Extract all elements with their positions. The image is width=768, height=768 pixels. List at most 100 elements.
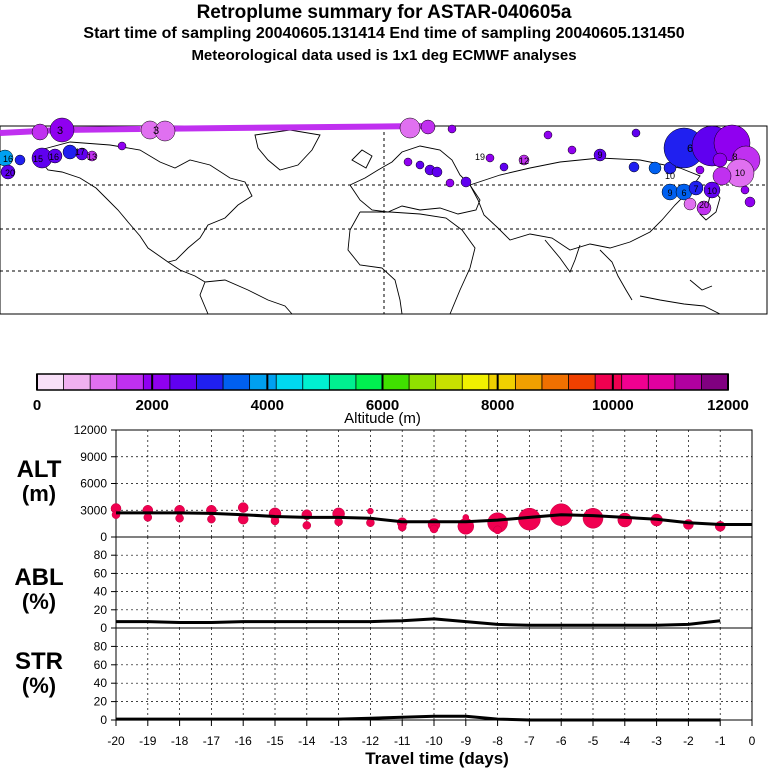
altitude-cluster-marker: [207, 514, 216, 524]
colorbar-swatch: [701, 373, 729, 391]
plume-cluster-marker: [14, 154, 26, 166]
x-tick-label: -7: [524, 734, 535, 748]
y-tick-label: 0: [100, 713, 107, 727]
colorbar-tick-label: 2000: [135, 397, 168, 414]
plume-cluster-marker: [628, 161, 640, 173]
map-cluster-label: 16: [49, 152, 59, 162]
colorbar-tick-label: 6000: [366, 397, 399, 414]
y-tick-label: 20: [94, 695, 108, 709]
plume-cluster-marker: [683, 197, 697, 211]
plume-cluster-marker: [403, 157, 413, 167]
x-tick-label: -11: [394, 734, 411, 748]
plume-cluster-marker: [712, 166, 732, 186]
x-tick-label: -15: [266, 734, 284, 748]
altitude-cluster-marker: [270, 516, 280, 526]
time-series-panels: 030006000900012000020406080020406080-20-…: [74, 423, 756, 748]
map-cluster-label: 10: [735, 168, 745, 178]
colorbar-swatch: [275, 373, 304, 391]
map-cluster-label: 9: [597, 150, 602, 160]
altitude-cluster-marker: [334, 517, 343, 527]
x-tick-label: -9: [460, 734, 471, 748]
altitude-cluster-marker: [367, 507, 374, 515]
map-cluster-label: 9: [667, 188, 672, 198]
map-frame: [0, 125, 768, 315]
map-cluster-label: 7: [693, 184, 698, 194]
y-tick-label: 40: [94, 585, 108, 599]
plume-cluster-marker: [415, 160, 425, 170]
altitude-cluster-marker: [237, 502, 249, 513]
y-tick-label: 9000: [80, 450, 107, 464]
plume-cluster-marker: [49, 117, 75, 143]
colorbar-swatch: [514, 373, 543, 391]
x-tick-label: -12: [362, 734, 380, 748]
alt-label: ALT: [17, 456, 62, 483]
map-cluster-label: 17: [75, 147, 85, 157]
colorbar-swatch: [488, 373, 517, 391]
altitude-cluster-marker: [462, 514, 470, 521]
colorbar-swatch: [142, 373, 171, 391]
abl-label: ABL: [14, 564, 63, 591]
plume-cluster-marker: [399, 117, 421, 139]
plume-cluster-marker: [86, 150, 98, 162]
plume-cluster-marker: [567, 145, 577, 155]
altitude-cluster-marker: [175, 514, 184, 523]
map-cluster-label: 15: [33, 154, 43, 164]
map-cluster-label: 6: [681, 188, 686, 198]
plume-cluster-marker: [117, 141, 127, 151]
plume-cluster-marker: [447, 124, 457, 134]
plume-cluster-marker: [420, 119, 436, 135]
y-tick-label: 80: [94, 548, 108, 562]
x-tick-label: -5: [588, 734, 599, 748]
map-cluster-label: 19: [475, 152, 485, 162]
colorbar-swatch: [621, 373, 649, 391]
colorbar-swatch: [116, 373, 145, 391]
plume-cluster-marker: [648, 161, 662, 175]
colorbar-swatch: [647, 373, 676, 391]
altitude-cluster-marker: [617, 512, 633, 528]
y-tick-label: 60: [94, 658, 108, 672]
colorbar-swatch: [196, 373, 224, 391]
altitude-colorbar: 0 2000 4000 6000 8000 10000 12000 Altitude (m): [33, 373, 749, 427]
series-line: [116, 511, 752, 526]
map-cluster-label: 3: [57, 125, 63, 137]
plume-cluster-marker: [485, 153, 495, 163]
alt-unit: (m): [22, 481, 56, 506]
x-tick-label: -17: [203, 734, 221, 748]
colorbar-label: Altitude (m): [344, 410, 421, 427]
colorbar-swatch: [382, 373, 410, 391]
map-cluster-label: 8: [732, 152, 737, 162]
plume-cluster-marker: [518, 154, 530, 166]
x-tick-label: -16: [235, 734, 253, 748]
plume-cluster-marker: [460, 176, 472, 188]
colorbar-swatch: [568, 373, 596, 391]
map-cluster-label: 12: [519, 156, 529, 166]
map-coastlines: [39, 129, 721, 315]
x-tick-label: -8: [492, 734, 503, 748]
plume-cluster-marker: [431, 166, 443, 178]
y-tick-label: 6000: [80, 477, 107, 491]
map-graticule: [0, 126, 767, 314]
series-line: [116, 617, 721, 627]
x-tick-label: -3: [651, 734, 662, 748]
map-cluster-label: 20: [699, 200, 709, 210]
x-tick-label: -6: [556, 734, 567, 748]
colorbar-swatch: [594, 373, 623, 391]
colorbar-swatch: [63, 373, 91, 391]
x-tick-label: -13: [330, 734, 348, 748]
x-tick-label: -18: [171, 734, 189, 748]
colorbar-swatch: [89, 373, 118, 391]
colorbar-swatch: [541, 373, 570, 391]
map-cluster-label: 6: [687, 143, 693, 155]
altitude-cluster-marker: [143, 513, 153, 522]
y-tick-label: 40: [94, 676, 108, 690]
altitude-cluster-marker: [493, 525, 502, 535]
colorbar-swatch: [328, 373, 357, 391]
series-line: [116, 714, 721, 722]
colorbar-tick-label: 12000: [707, 397, 749, 414]
plume-cluster-marker: [696, 200, 712, 216]
met-data-info: Meteorological data used is 1x1 deg ECMW…: [191, 47, 577, 64]
abl-unit: (%): [22, 589, 56, 614]
colorbar-tick-label: 4000: [251, 397, 284, 414]
